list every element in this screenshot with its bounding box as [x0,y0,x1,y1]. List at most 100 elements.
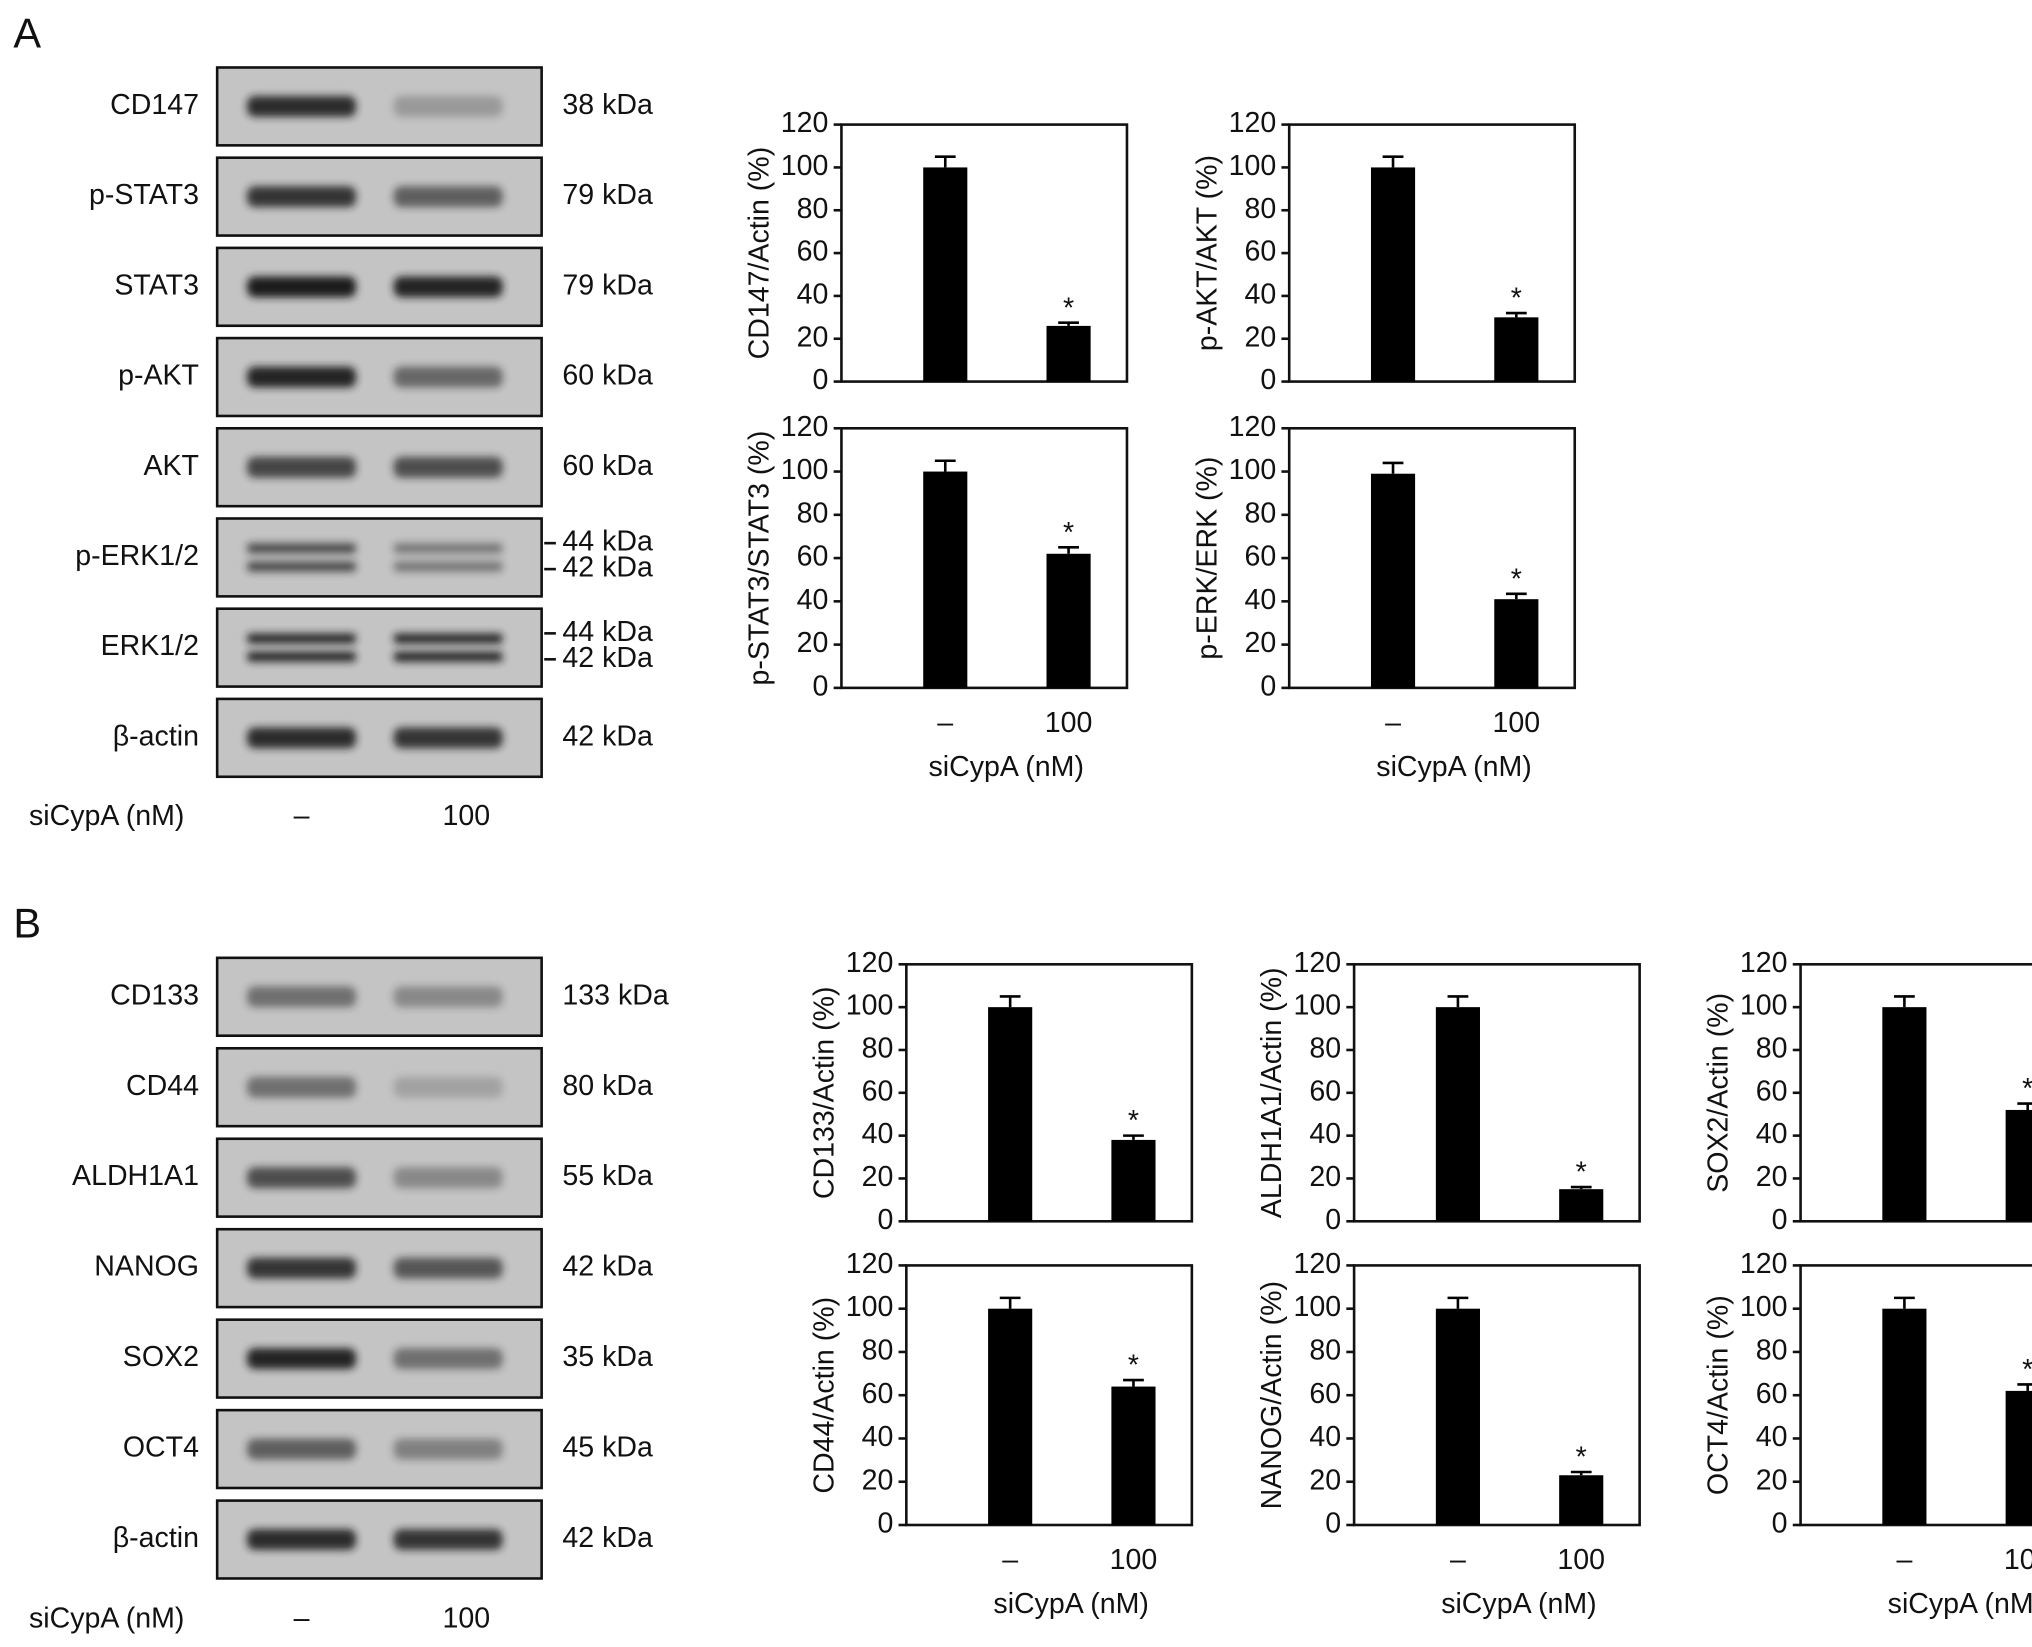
y-tick-label: 80 [1309,1033,1341,1065]
y-tick-label: 100 [846,990,894,1022]
error-bar [934,459,956,472]
significance: * [1576,1157,1587,1189]
y-tick-label: 120 [846,947,894,979]
x-tick-label: – [1896,1544,1912,1576]
size-label: 55 kDa [562,1160,653,1192]
blot-band [393,986,503,1008]
blot-band [247,651,357,662]
error-bar [2017,1102,2032,1110]
x-tick-label: – [1450,1544,1466,1576]
y-tick-label: 60 [1756,1378,1788,1410]
blot-band [393,727,503,749]
protein-label: β-actin [113,1522,199,1554]
blot-band [247,1257,357,1279]
x-tick-label: 100 [1110,1544,1158,1576]
blot-band [393,1257,503,1279]
significance: * [1576,1442,1587,1474]
blot-band [393,366,503,388]
y-tick-label: 0 [813,670,829,702]
x-axis-label: siCypA (nM) [1888,1588,2032,1620]
y-tick-label: 80 [797,497,829,529]
y-tick-label: 80 [797,193,829,225]
y-tick-label: 80 [862,1033,894,1065]
y-tick-label: 80 [1309,1334,1341,1366]
blot-band [247,1167,357,1189]
y-tick-label: 40 [1309,1421,1341,1453]
bar [2005,1390,2032,1525]
y-tick-label: 0 [1325,1508,1341,1540]
blot-band [393,651,503,662]
bar [1435,1007,1480,1222]
bar [1435,1308,1480,1525]
y-tick-label: 60 [1309,1075,1341,1107]
y-tick-label: 20 [1309,1464,1341,1496]
blot-band [247,543,357,554]
lane-label: 100 [443,800,491,832]
y-tick-label: 120 [1229,107,1277,139]
x-axis-label: siCypA (nM) [929,751,1084,783]
size-label: 44 kDa [562,616,653,648]
y-tick-label: 120 [1293,947,1341,979]
bar [1046,325,1091,382]
y-tick-label: 80 [1756,1334,1788,1366]
y-tick-label: 40 [1244,584,1276,616]
y-tick-label: 40 [862,1421,894,1453]
y-tick-label: 60 [797,541,829,573]
blot-band [247,633,357,644]
size-label: 35 kDa [562,1341,653,1373]
error-bar [2017,1383,2032,1391]
protein-label: p-STAT3 [89,179,199,211]
size-label: 42 kDa [562,1251,653,1283]
error-bar [1382,155,1404,168]
error-bar [934,155,956,168]
y-axis-label: SOX2/Actin (%) [1703,993,1735,1193]
significance: * [2022,1073,2032,1105]
y-tick-label: 120 [1740,1248,1788,1280]
bar [1370,473,1416,688]
size-label: 79 kDa [562,179,653,211]
y-tick-label: 100 [1229,150,1277,182]
error-bar [1894,995,1915,1008]
blot-band [393,186,503,208]
x-tick-label: 100 [1493,707,1541,739]
significance: * [1063,517,1074,549]
y-tick-label: 100 [846,1291,894,1323]
blot-band [247,186,357,208]
bar [1882,1308,1927,1525]
blot-band [247,456,357,478]
blot-band [393,1529,503,1550]
y-tick-label: 0 [813,364,829,396]
y-tick-label: 60 [1244,541,1276,573]
bar [923,167,968,382]
error-bar [1505,311,1527,318]
lane-label: 100 [443,1602,491,1634]
y-tick-label: 20 [1756,1161,1788,1193]
y-tick-label: 60 [862,1075,894,1107]
protein-label: ALDH1A1 [72,1160,199,1192]
y-tick-label: 20 [1756,1464,1788,1496]
blot-band [247,1348,357,1369]
y-tick-label: 60 [1244,236,1276,268]
blot-membrane [215,607,543,688]
size-label: 42 kDa [562,642,653,674]
error-bar [1447,1296,1469,1309]
significance: * [1063,292,1074,324]
y-tick-label: 0 [1260,364,1276,396]
y-tick-label: 20 [797,627,829,659]
lane-label: – [294,1602,310,1634]
significance: * [1128,1105,1139,1137]
x-tick-label: – [937,707,953,739]
protein-label: p-ERK1/2 [75,540,199,572]
error-bar [1447,995,1469,1008]
y-tick-label: 20 [1244,627,1276,659]
y-axis-label: CD133/Actin (%) [808,987,840,1200]
y-tick-label: 80 [1244,497,1276,529]
protein-label: SOX2 [123,1341,199,1373]
blot-band [247,276,357,298]
y-axis-label: p-ERK/ERK (%) [1191,457,1223,660]
y-tick-label: 100 [781,150,829,182]
error-bar [999,995,1021,1008]
size-label: 42 kDa [562,720,653,752]
protein-label: p-AKT [118,360,199,392]
y-tick-label: 60 [797,236,829,268]
